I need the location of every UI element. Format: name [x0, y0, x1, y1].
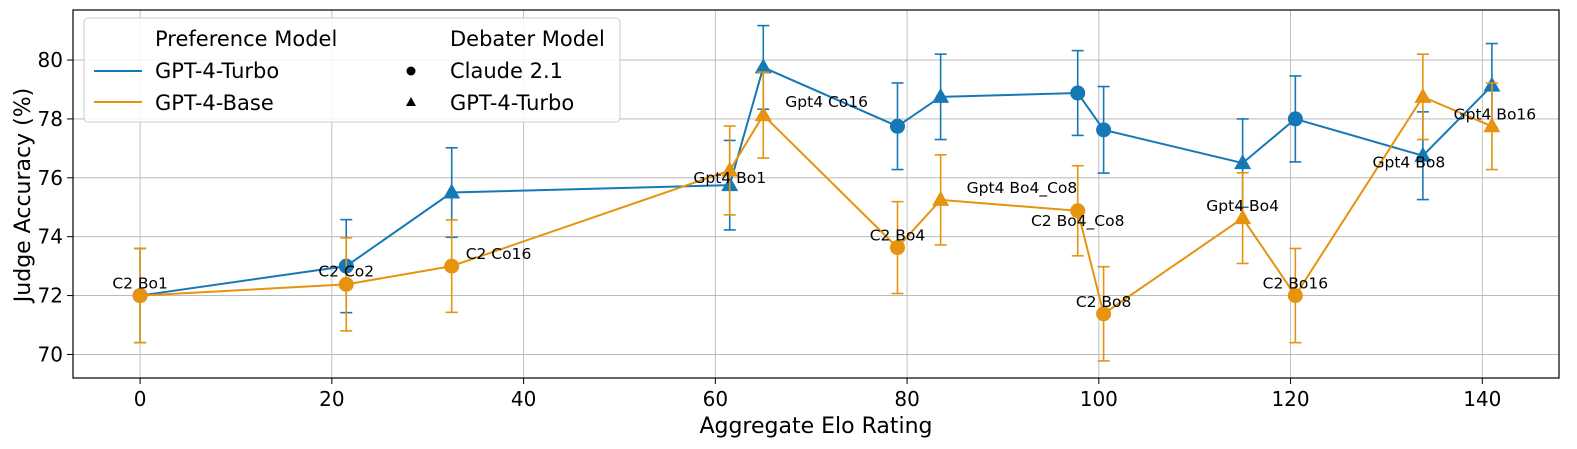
y-tick-label: 70 — [38, 342, 63, 366]
data-point-circle — [1287, 111, 1303, 127]
point-annotation: C2 Co2 — [318, 262, 374, 280]
x-tick-label: 120 — [1271, 387, 1309, 411]
legend-label-gpt4-turbo: GPT-4-Turbo — [155, 59, 279, 83]
data-point-triangle — [1414, 146, 1432, 162]
data-point-triangle — [721, 161, 739, 177]
legend-box — [83, 17, 621, 123]
x-tick-label: 100 — [1080, 387, 1118, 411]
x-axis-ticks: 0 20 40 60 80 100 120 140 — [134, 378, 1501, 411]
point-annotation: C2 Co16 — [466, 245, 532, 263]
data-point-triangle — [754, 58, 772, 74]
data-point-triangle — [754, 106, 772, 122]
y-tick-label: 78 — [38, 107, 63, 131]
point-annotation: Gpt4 Bo1 — [693, 169, 766, 187]
x-tick-label: 20 — [319, 387, 344, 411]
data-point-circle — [444, 258, 460, 274]
x-tick-label: 0 — [134, 387, 147, 411]
data-point-triangle — [932, 190, 950, 206]
legend-label-gpt4-turbo-debater: GPT-4-Turbo — [450, 91, 574, 115]
point-annotation: C2 Bo1 — [112, 275, 168, 293]
point-annotation: C2 Bo16 — [1263, 275, 1328, 293]
point-annotation: C2 Bo8 — [1076, 293, 1132, 311]
data-point-circle — [1096, 306, 1112, 322]
legend-title-preference: Preference Model — [155, 27, 337, 51]
point-annotation: Gpt4 Bo4 — [1206, 197, 1279, 215]
plot-frame — [72, 9, 1560, 379]
series-gpt-4-base — [132, 53, 1501, 362]
y-tick-label: 72 — [38, 284, 63, 308]
data-point-triangle — [932, 87, 950, 103]
data-point-circle — [1070, 203, 1086, 219]
point-annotation: Gpt4 Bo8 — [1373, 154, 1446, 172]
legend: Preference Model GPT-4-Turbo GPT-4-Base … — [83, 17, 621, 123]
x-axis-label: Aggregate Elo Rating — [699, 414, 932, 439]
point-annotation: C2 Bo4_Co8 — [1031, 212, 1125, 231]
data-series — [132, 24, 1501, 362]
y-axis-label: Judge Accuracy (%) — [11, 88, 36, 304]
x-tick-label: 60 — [703, 387, 728, 411]
point-annotation: C2 Bo4 — [870, 227, 926, 245]
legend-title-debater: Debater Model — [450, 27, 605, 51]
point-annotation: Gpt4 Co16 — [785, 93, 868, 111]
point-annotation: Gpt4 Bo4_Co8 — [967, 179, 1078, 198]
y-tick-label: 76 — [38, 166, 63, 190]
data-point-circle — [889, 240, 905, 256]
point-annotation: Gpt4 Bo16 — [1454, 105, 1537, 123]
data-point-circle — [1070, 85, 1086, 101]
data-point-triangle — [1483, 117, 1501, 133]
x-tick-label: 80 — [894, 387, 919, 411]
data-point-circle — [338, 276, 354, 292]
data-point-circle — [132, 288, 148, 304]
y-tick-label: 80 — [38, 48, 63, 72]
data-point-triangle — [1234, 209, 1252, 225]
point-annotations: C2 Bo1 C2 Co2 C2 Co16 Gpt4 Bo1 Gpt4 Co16 C2 B… — [112, 93, 1536, 311]
y-tick-label: 74 — [38, 225, 63, 249]
data-point-triangle — [1234, 154, 1252, 170]
y-axis-ticks: 70 72 74 76 78 80 — [38, 48, 73, 366]
data-point-circle — [889, 118, 905, 134]
legend-label-gpt4-base: GPT-4-Base — [155, 91, 274, 115]
data-point-circle — [1287, 288, 1303, 304]
data-point-triangle — [1414, 87, 1432, 103]
legend-circle-marker-icon — [406, 66, 416, 76]
x-tick-label: 140 — [1463, 387, 1501, 411]
data-point-circle — [1096, 122, 1112, 138]
x-tick-label: 40 — [511, 387, 536, 411]
legend-label-claude: Claude 2.1 — [450, 59, 563, 83]
legend-triangle-marker-icon — [406, 97, 416, 106]
data-point-triangle — [443, 183, 461, 199]
